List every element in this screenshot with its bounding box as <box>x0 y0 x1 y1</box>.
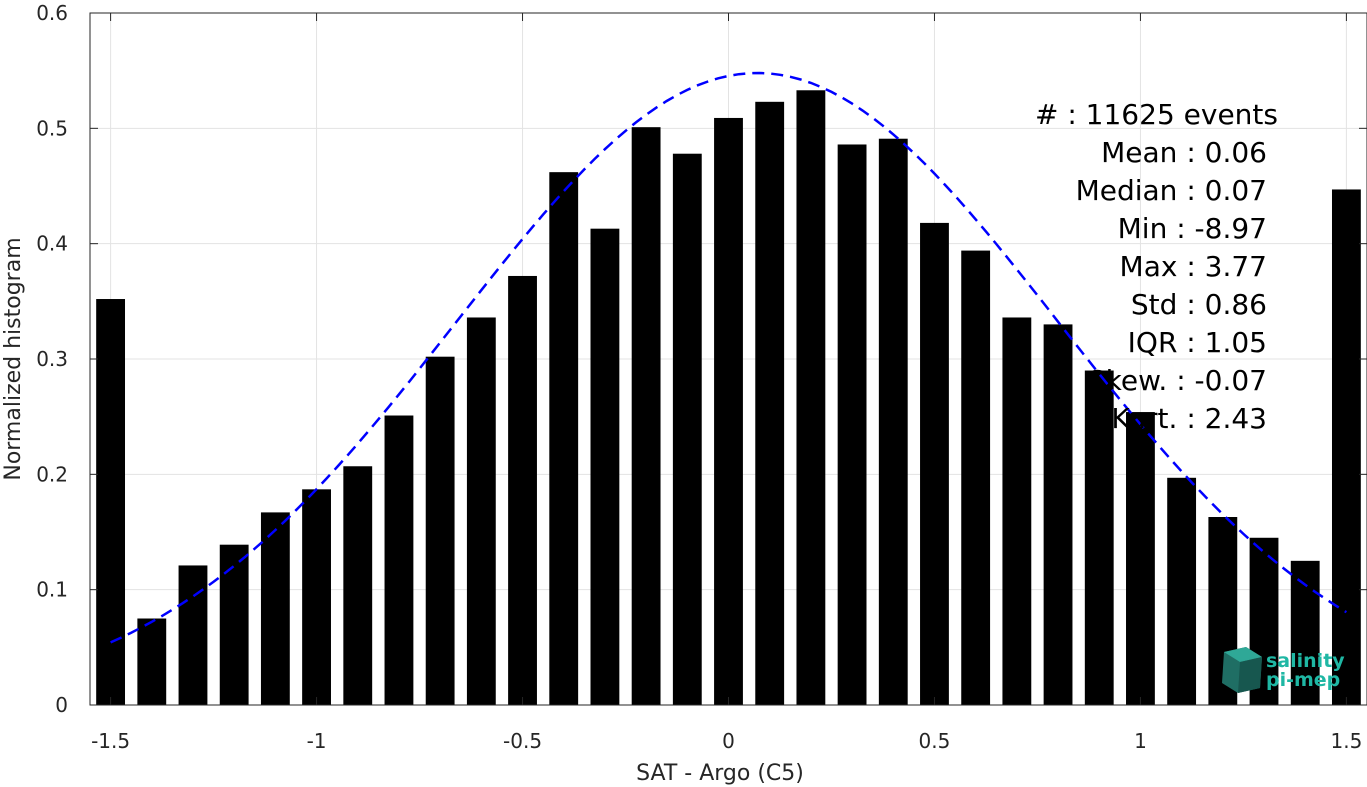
histogram-bar <box>1084 370 1114 705</box>
histogram-bar <box>1126 412 1155 705</box>
histogram-bar <box>796 90 826 706</box>
gaussian-fit-curve <box>110 71 1348 644</box>
histogram-bar <box>466 317 496 705</box>
histogram-bar <box>343 466 373 705</box>
logo-cube-icon <box>1222 647 1262 693</box>
histogram-bar <box>714 117 743 706</box>
x-tick-label: -0.5 <box>503 729 542 753</box>
x-axis-ticks: -1.5 -1 -0.5 0 0.5 1 1.5 <box>91 13 1362 753</box>
histogram-bar <box>920 222 949 705</box>
stats-line: Mean : 0.06 <box>1101 136 1267 169</box>
x-tick-label: 1.5 <box>1330 729 1362 753</box>
histogram-bar <box>219 544 249 705</box>
histogram-bar <box>631 127 661 706</box>
histogram-bar <box>384 415 414 705</box>
histogram-bar <box>590 228 620 705</box>
x-tick-label: 0 <box>722 729 735 753</box>
histogram-bar <box>302 489 331 705</box>
y-tick-label: 0.2 <box>36 462 68 486</box>
y-tick-label: 0.6 <box>36 1 68 25</box>
y-axis-ticks: 0 0.1 0.2 0.3 0.4 0.5 0.6 <box>36 1 1367 717</box>
y-tick-label: 0.5 <box>36 116 68 140</box>
logo-line-2: pi-mep <box>1266 669 1340 691</box>
histogram-bars <box>96 90 1361 706</box>
histogram-bar <box>508 275 537 705</box>
y-tick-label: 0 <box>55 693 68 717</box>
stats-line: Max : 3.77 <box>1120 250 1267 283</box>
histogram-bar <box>549 172 579 705</box>
histogram-bar <box>961 250 991 705</box>
x-tick-label: 0.5 <box>919 729 951 753</box>
stats-line: # : 11625 events <box>1035 98 1278 131</box>
histogram-bar <box>1043 324 1073 705</box>
histogram-bar <box>178 565 208 705</box>
stats-line: Skew. : -0.07 <box>1088 364 1267 397</box>
stats-line: IQR : 1.05 <box>1128 326 1267 359</box>
x-tick-label: 1 <box>1134 729 1147 753</box>
histogram-bar <box>878 138 908 706</box>
histogram-bar <box>1331 189 1361 705</box>
logo-line-1: salinity <box>1266 650 1345 672</box>
x-tick-label: -1.5 <box>91 729 130 753</box>
histogram-bar <box>137 618 167 705</box>
histogram-bar <box>672 153 702 705</box>
x-tick-label: -1 <box>307 729 327 753</box>
y-tick-label: 0.3 <box>36 347 68 371</box>
y-tick-label: 0.1 <box>36 578 68 602</box>
stats-line: Std : 0.86 <box>1131 288 1267 321</box>
histogram-bar <box>1167 477 1197 705</box>
histogram-bar <box>1002 317 1032 705</box>
histogram-bar <box>755 101 785 706</box>
histogram-bar <box>837 144 867 706</box>
y-axis-label: Normalized histogram <box>1 237 26 480</box>
salinity-pi-mep-logo: salinity pi-mep <box>1222 647 1345 693</box>
x-axis-label: SAT - Argo (C5) <box>636 761 804 786</box>
stats-box: # : 11625 events Mean : 0.06 Median : 0.07… <box>1035 98 1278 435</box>
stats-line: Min : -8.97 <box>1118 212 1267 245</box>
histogram-bar <box>425 356 455 705</box>
stats-line: Kurt. : 2.43 <box>1111 402 1267 435</box>
histogram-bar <box>260 512 290 705</box>
histogram-bar <box>96 299 126 705</box>
stats-line: Median : 0.07 <box>1076 174 1267 207</box>
y-tick-label: 0.4 <box>36 232 68 256</box>
